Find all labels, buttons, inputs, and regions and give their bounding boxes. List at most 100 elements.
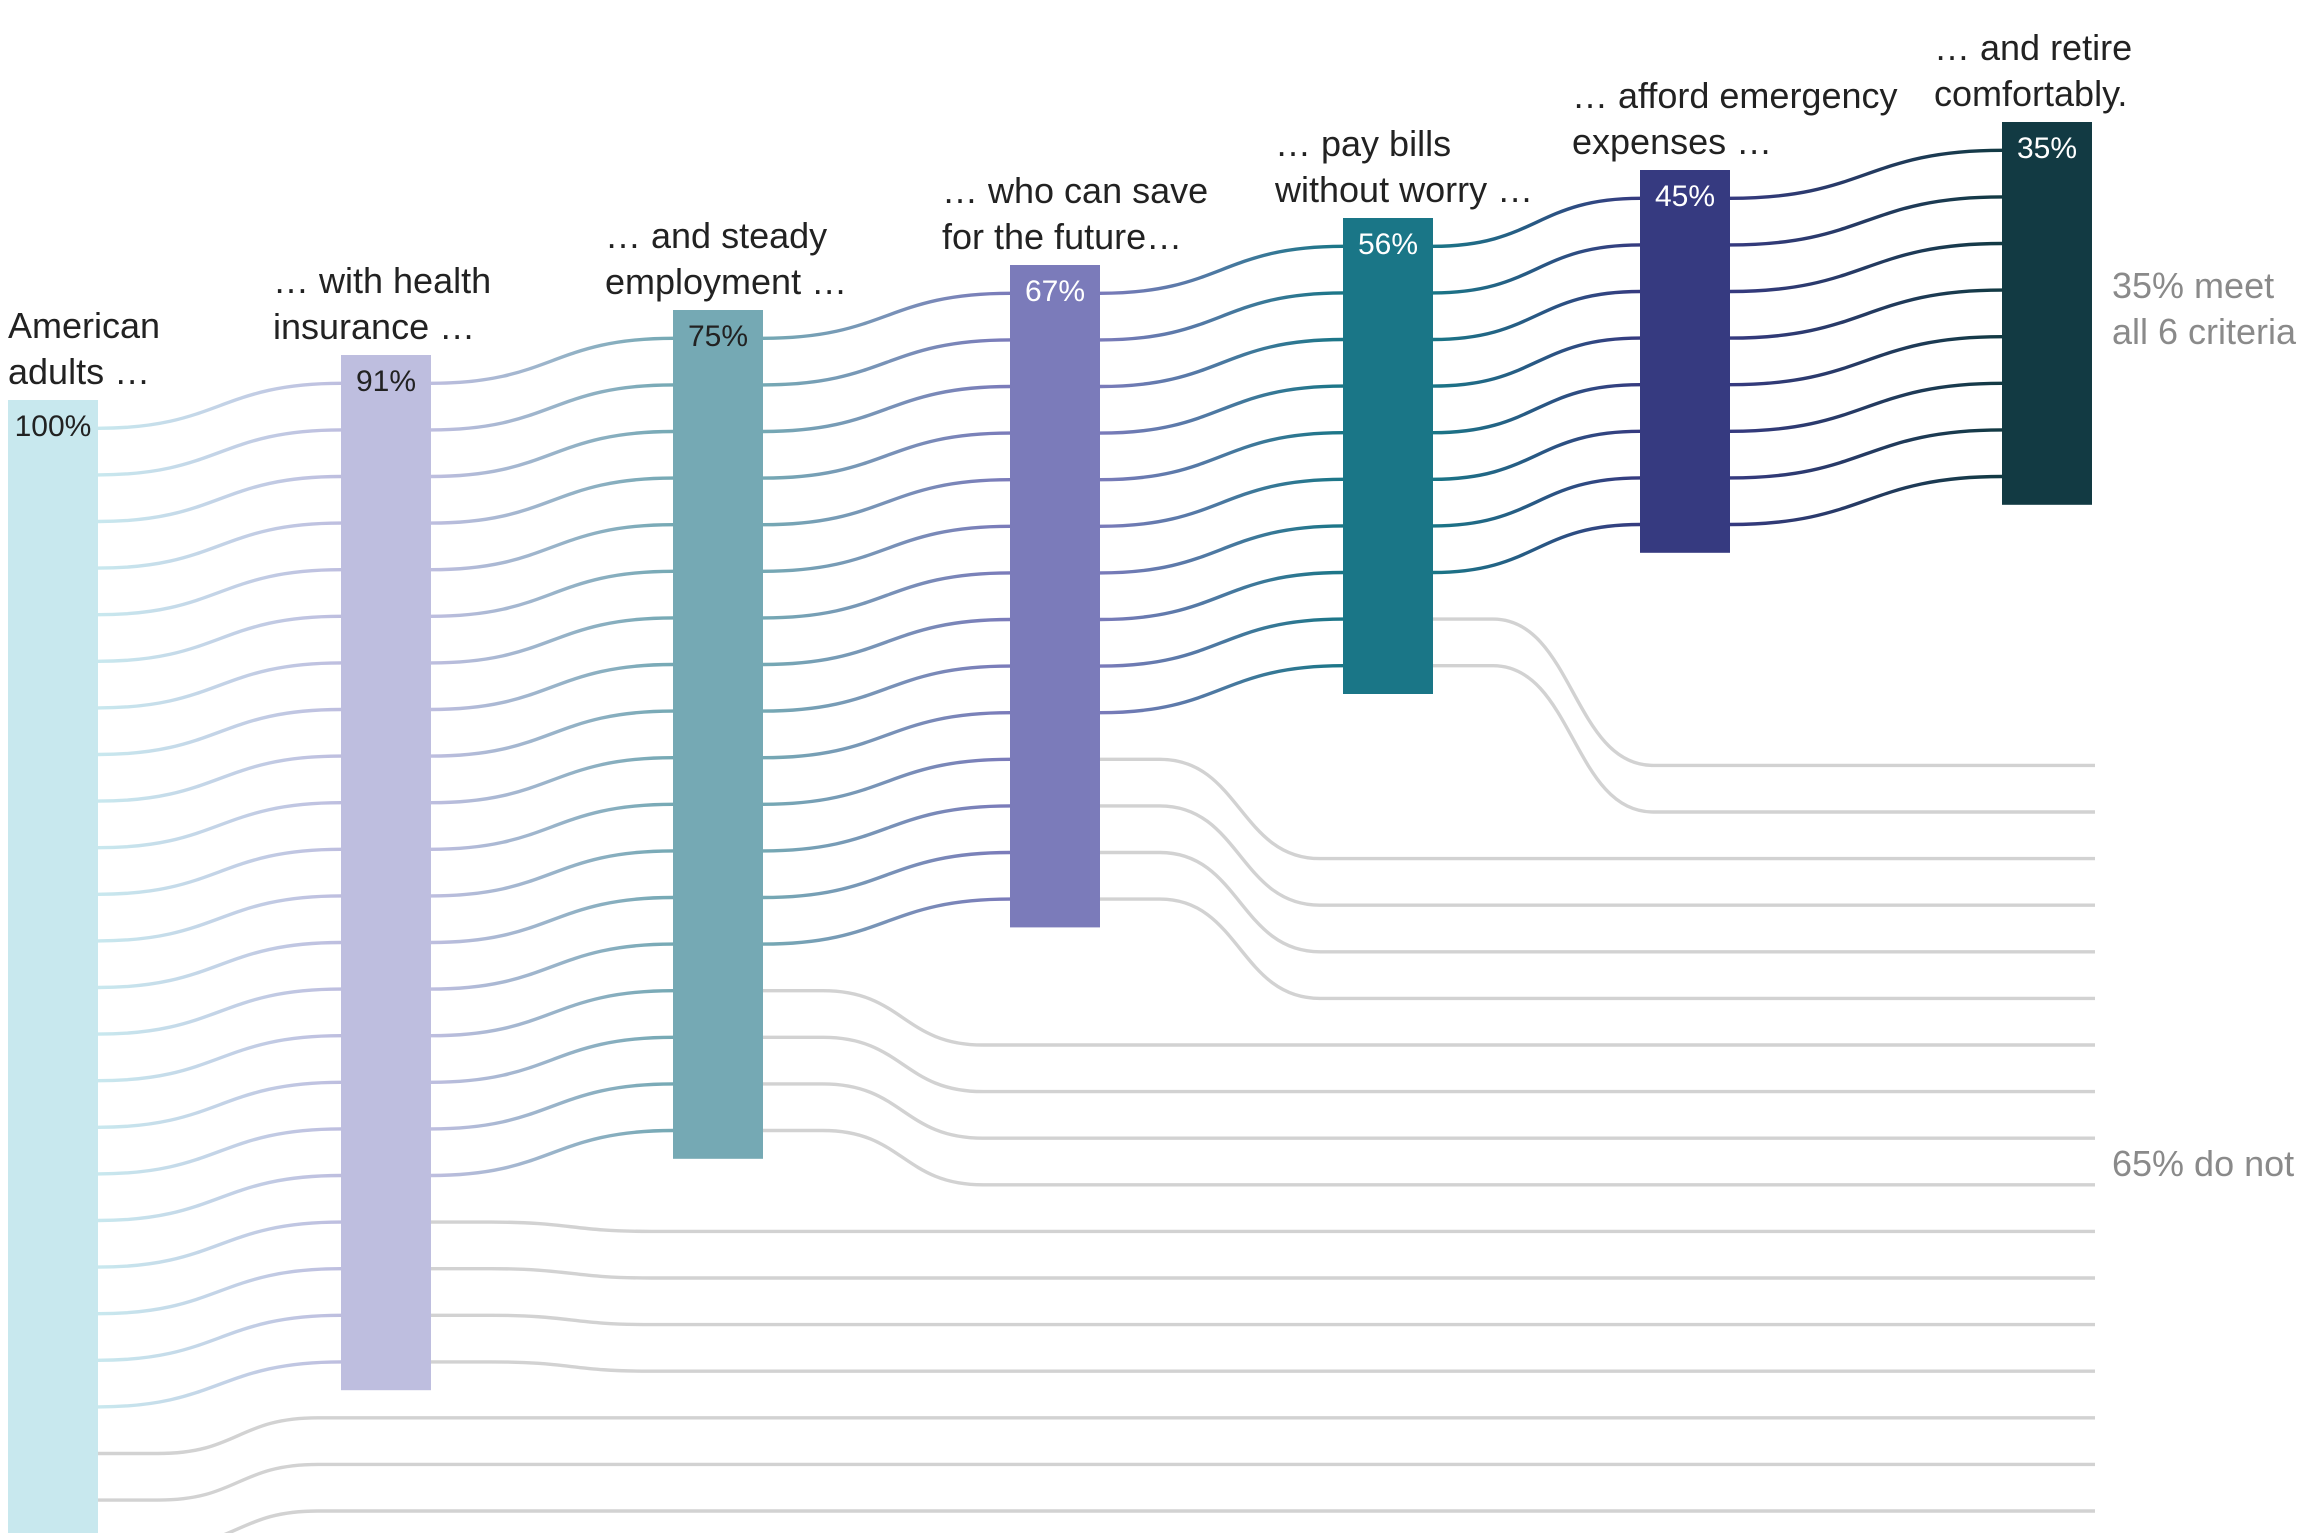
flow-strand-0-0 [97,381,342,430]
flow-strand-0-11 [97,894,342,943]
flow-strand-1-9 [430,756,674,805]
stage-label-4-line-1: without worry … [1274,169,1533,210]
stage-bar-6 [2002,122,2092,505]
flow-strand-1-11 [430,849,674,898]
dropout-strand-0-2 [98,1416,2095,1456]
flow-strand-1-13 [430,942,674,991]
flow-strand-5-1 [1729,195,2003,247]
meet-criteria-label: 35% meet all 6 criteria [2112,265,2297,352]
flow-strand-0-12 [97,940,342,990]
flow-strand-5-7 [1729,474,2003,527]
flow-strand-2-10 [762,757,1011,806]
stage-label-2-line-0: … and steady [605,215,827,256]
dropout-strands [98,617,2095,1533]
flow-strand-2-13 [762,897,1011,946]
flow-strand-2-9 [762,711,1011,760]
flow-strand-3-1 [1099,291,1344,342]
flow-strand-4-4 [1432,383,1641,435]
stage-value-1: 91% [356,365,416,398]
dropout-strand-2-2 [763,1035,2095,1094]
flow-strand-2-12 [762,850,1011,900]
stage-value-5: 45% [1655,180,1715,213]
stage-bar-1 [341,355,431,1391]
dropout-strand-3-0 [1100,897,2095,1001]
flow-strand-3-2 [1099,337,1344,389]
stage-label-1-line-0: … with health [273,260,491,301]
flow-strand-2-8 [762,664,1011,713]
flow-strand-0-16 [97,1127,342,1176]
flow-strand-5-2 [1729,241,2003,294]
stage-label-4: … pay bills without worry … [1274,123,1533,210]
flow-strand-1-14 [430,989,674,1038]
stage-label-6-line-0: … and retire [1934,27,2132,68]
flow-strand-2-3 [762,431,1011,480]
stage-label-3: … who can save for the future… [942,170,1208,257]
stage-value-3: 67% [1025,275,1085,308]
flow-strands [97,148,2003,1409]
flow-strand-1-7 [430,662,674,712]
flow-strand-0-14 [97,1034,342,1083]
stage-label-3-line-0: … who can save [942,170,1208,211]
flow-strand-0-13 [97,987,342,1036]
do-not-label: 65% do not [2112,1143,2294,1184]
flow-strand-3-9 [1099,664,1344,715]
stage-bar-4 [1343,218,1433,694]
dropout-strand-2-1 [763,1082,2095,1140]
flow-strand-4-6 [1432,476,1641,528]
stage-label-0: American adults … [8,305,160,392]
stage-label-6-line-1: comfortably. [1934,73,2127,114]
flow-strand-0-1 [97,428,342,477]
stage-labels: American adults … … with health insurance …… [8,27,2132,392]
flow-strand-0-2 [97,474,342,524]
dropout-strand-1-0 [431,1360,2095,1373]
stage-label-5: … afford emergency expenses … [1572,75,1898,162]
stage-label-5-line-0: … afford emergency [1572,75,1898,116]
stage-value-6: 35% [2017,132,2077,165]
stage-bar-5 [1640,170,1730,553]
flow-strand-3-7 [1099,570,1344,622]
flow-strand-1-3 [430,476,674,525]
flow-strand-0-19 [97,1267,342,1316]
stage-label-2-line-1: employment … [605,261,847,302]
flow-strand-1-6 [430,616,674,665]
flow-strand-4-7 [1432,522,1641,575]
flow-strand-1-10 [430,802,674,851]
flow-strand-2-2 [762,384,1011,434]
flow-strand-1-12 [430,895,674,945]
dropout-strand-2-3 [763,989,2095,1047]
stage-bars: 100% 91% 75% 67% 56% 45% 35% [8,122,2092,1533]
flow-strand-1-17 [430,1128,674,1178]
flow-strand-3-0 [1099,244,1344,295]
flow-strand-0-9 [97,801,342,850]
dropout-strand-1-3 [431,1220,2095,1234]
stage-label-3-line-1: for the future… [942,216,1182,257]
dropout-strand-1-1 [431,1313,2095,1327]
flow-strand-1-5 [430,569,674,618]
stage-label-2: … and steady employment … [605,215,847,302]
dropout-strand-4-0 [1433,664,2095,814]
flow-strand-1-2 [430,429,674,479]
flow-strand-4-0 [1432,196,1641,248]
flow-strand-0-8 [97,754,342,803]
flow-strand-0-10 [97,847,342,896]
stage-label-0-line-1: adults … [8,351,150,392]
stage-bar-3 [1010,265,1100,928]
flow-strand-3-5 [1099,477,1344,528]
dropout-strand-3-1 [1100,850,2095,954]
flow-strand-2-4 [762,478,1011,527]
stage-value-4: 56% [1358,228,1418,261]
meet-label-line-2: all 6 criteria [2112,311,2297,352]
flow-strand-2-5 [762,524,1011,573]
flow-strand-3-6 [1099,524,1344,575]
dropout-strand-0-1 [98,1462,2095,1502]
stage-label-1: … with health insurance … [273,260,491,347]
side-labels: 35% meet all 6 criteria 65% do not [2112,265,2297,1184]
meet-label-line-1: 35% meet [2112,265,2274,306]
flow-strand-2-6 [762,571,1011,620]
flow-strand-2-11 [762,804,1011,853]
flow-strand-0-17 [97,1173,342,1223]
flow-strand-4-2 [1432,289,1641,342]
flow-strand-3-3 [1099,384,1344,435]
flow-strand-1-15 [430,1035,674,1084]
